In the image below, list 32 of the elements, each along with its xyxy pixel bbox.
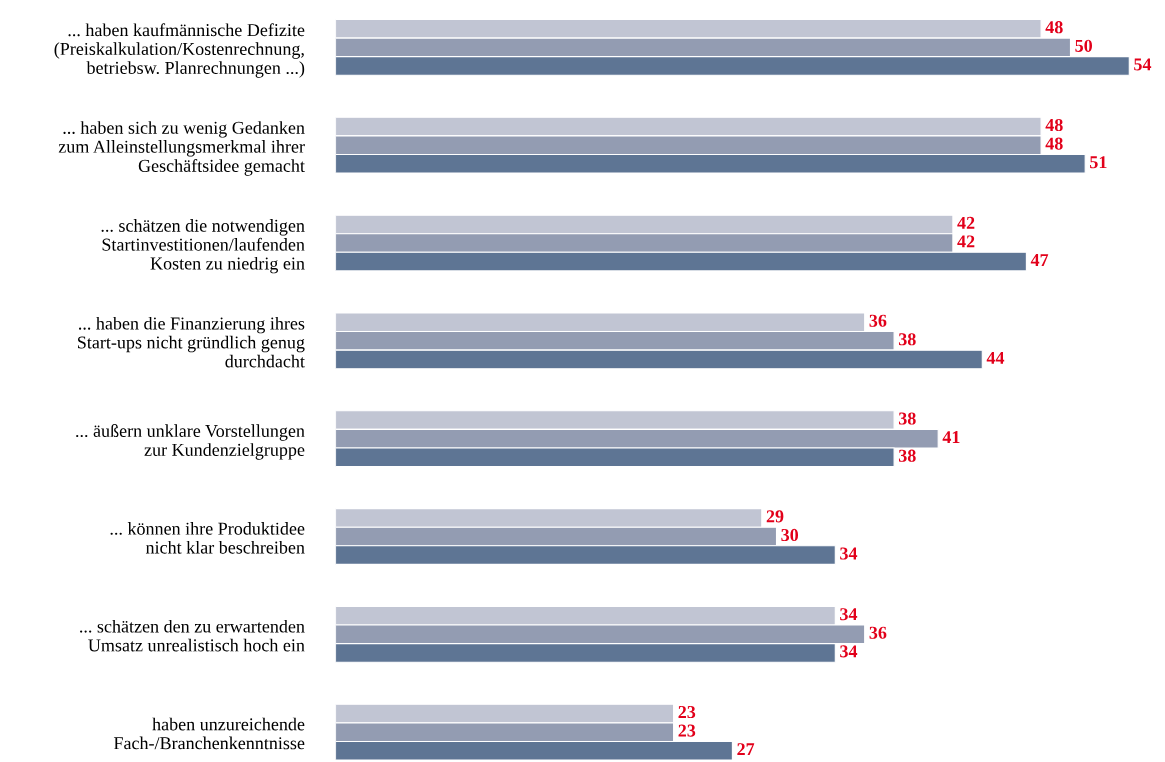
data-label: 34 (840, 645, 858, 658)
data-label: 42 (957, 235, 975, 248)
data-label: 38 (898, 333, 916, 346)
y-tick-label: ... haben kaufmännische Defizite (Preiskalkulation/Kostenrechnung, betriebsw. Planrechnungen ...) (54, 23, 305, 78)
data-label: 48 (1045, 118, 1063, 132)
y-tick-label: ... können ihre Produktidee nicht klar beschreiben (110, 522, 305, 554)
data-label: 38 (898, 449, 916, 462)
data-label: 29 (766, 510, 784, 523)
data-label: 38 (898, 412, 916, 425)
data-label: 27 (737, 743, 755, 756)
data-label: 51 (1090, 156, 1107, 169)
data-label: 34 (840, 608, 858, 621)
data-label: 47 (1030, 254, 1049, 266)
data-label: 34 (840, 547, 858, 560)
data-label: 23 (678, 705, 696, 719)
data-label: 30 (781, 528, 799, 542)
y-tick-label: ... äußern unklare Vorstellungen zur Kundenzielgruppe (76, 424, 305, 460)
data-label: 42 (957, 216, 975, 229)
data-label: 50 (1075, 39, 1093, 52)
y-tick-label: ... haben sich zu wenig Gedanken zum Alleinstellungsmerkmal ihrer Geschäftsidee gemacht (58, 121, 305, 176)
y-tick-label: haben unzureichende Fach-/Branchenkenntnisse (113, 717, 305, 750)
data-label: 36 (869, 626, 887, 639)
y-tick-label: ... schätzen die notwendigen Startinvestitionen/laufenden Kosten zu niedrig ein (101, 219, 305, 274)
data-label: 54 (1134, 58, 1152, 71)
data-label: 41 (942, 431, 960, 444)
y-tick-label: ... haben die Finanzierung ihres Start-ups nicht gründlich genug durchdacht (78, 316, 305, 368)
y-tick-label: ... schätzen den zu erwartenden Umsatz unrealistisch hoch ein (80, 619, 305, 652)
data-label: 48 (1045, 137, 1063, 150)
data-label: 23 (678, 724, 696, 737)
data-label: 36 (869, 314, 887, 327)
data-label: 44 (986, 351, 1005, 364)
data-label: 48 (1045, 21, 1063, 34)
